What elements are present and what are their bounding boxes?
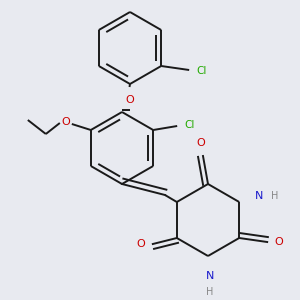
Text: O: O bbox=[136, 239, 145, 249]
Text: H: H bbox=[206, 287, 214, 297]
Text: Cl: Cl bbox=[196, 66, 206, 76]
Text: O: O bbox=[61, 117, 70, 127]
Text: Cl: Cl bbox=[184, 120, 194, 130]
Text: O: O bbox=[125, 95, 134, 105]
Text: N: N bbox=[255, 191, 263, 201]
Text: O: O bbox=[275, 237, 284, 247]
Text: H: H bbox=[272, 191, 279, 201]
Text: O: O bbox=[196, 138, 206, 148]
Text: N: N bbox=[206, 271, 214, 281]
